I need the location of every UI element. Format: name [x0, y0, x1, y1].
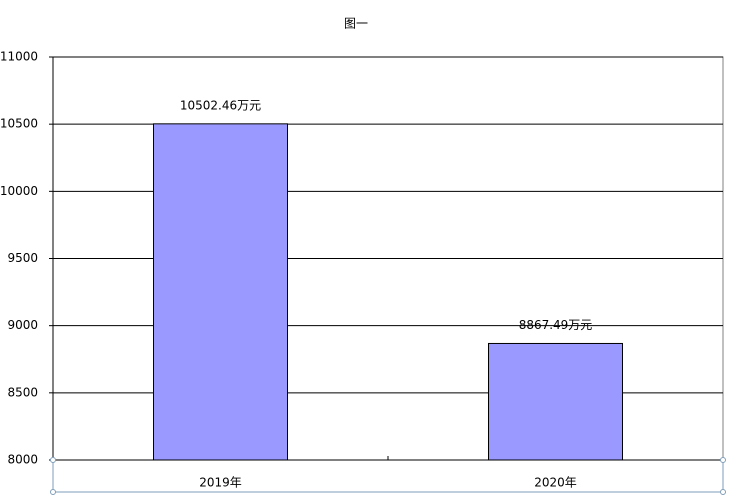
- y-tick-label: 11000: [0, 50, 38, 64]
- bar: [488, 342, 623, 461]
- chart-title: 图一: [344, 17, 368, 31]
- y-tick-label: 9000: [7, 318, 38, 332]
- selection-handle: [50, 457, 56, 463]
- x-tick-label: 2019年: [199, 476, 242, 490]
- x-tick-label: 2020年: [534, 476, 577, 490]
- y-tick-label: 10500: [0, 117, 38, 131]
- selection-handle: [720, 489, 726, 495]
- y-tick-label: 10000: [0, 184, 38, 198]
- selection-handle: [720, 457, 726, 463]
- y-tick-label: 8000: [7, 453, 38, 467]
- y-tick-label: 9500: [7, 251, 38, 265]
- bar: [153, 123, 288, 461]
- value-label: 8867.49万元: [519, 318, 593, 332]
- value-label: 10502.46万元: [180, 98, 261, 112]
- y-tick-label: 8500: [7, 385, 38, 399]
- selection-handle: [50, 489, 56, 495]
